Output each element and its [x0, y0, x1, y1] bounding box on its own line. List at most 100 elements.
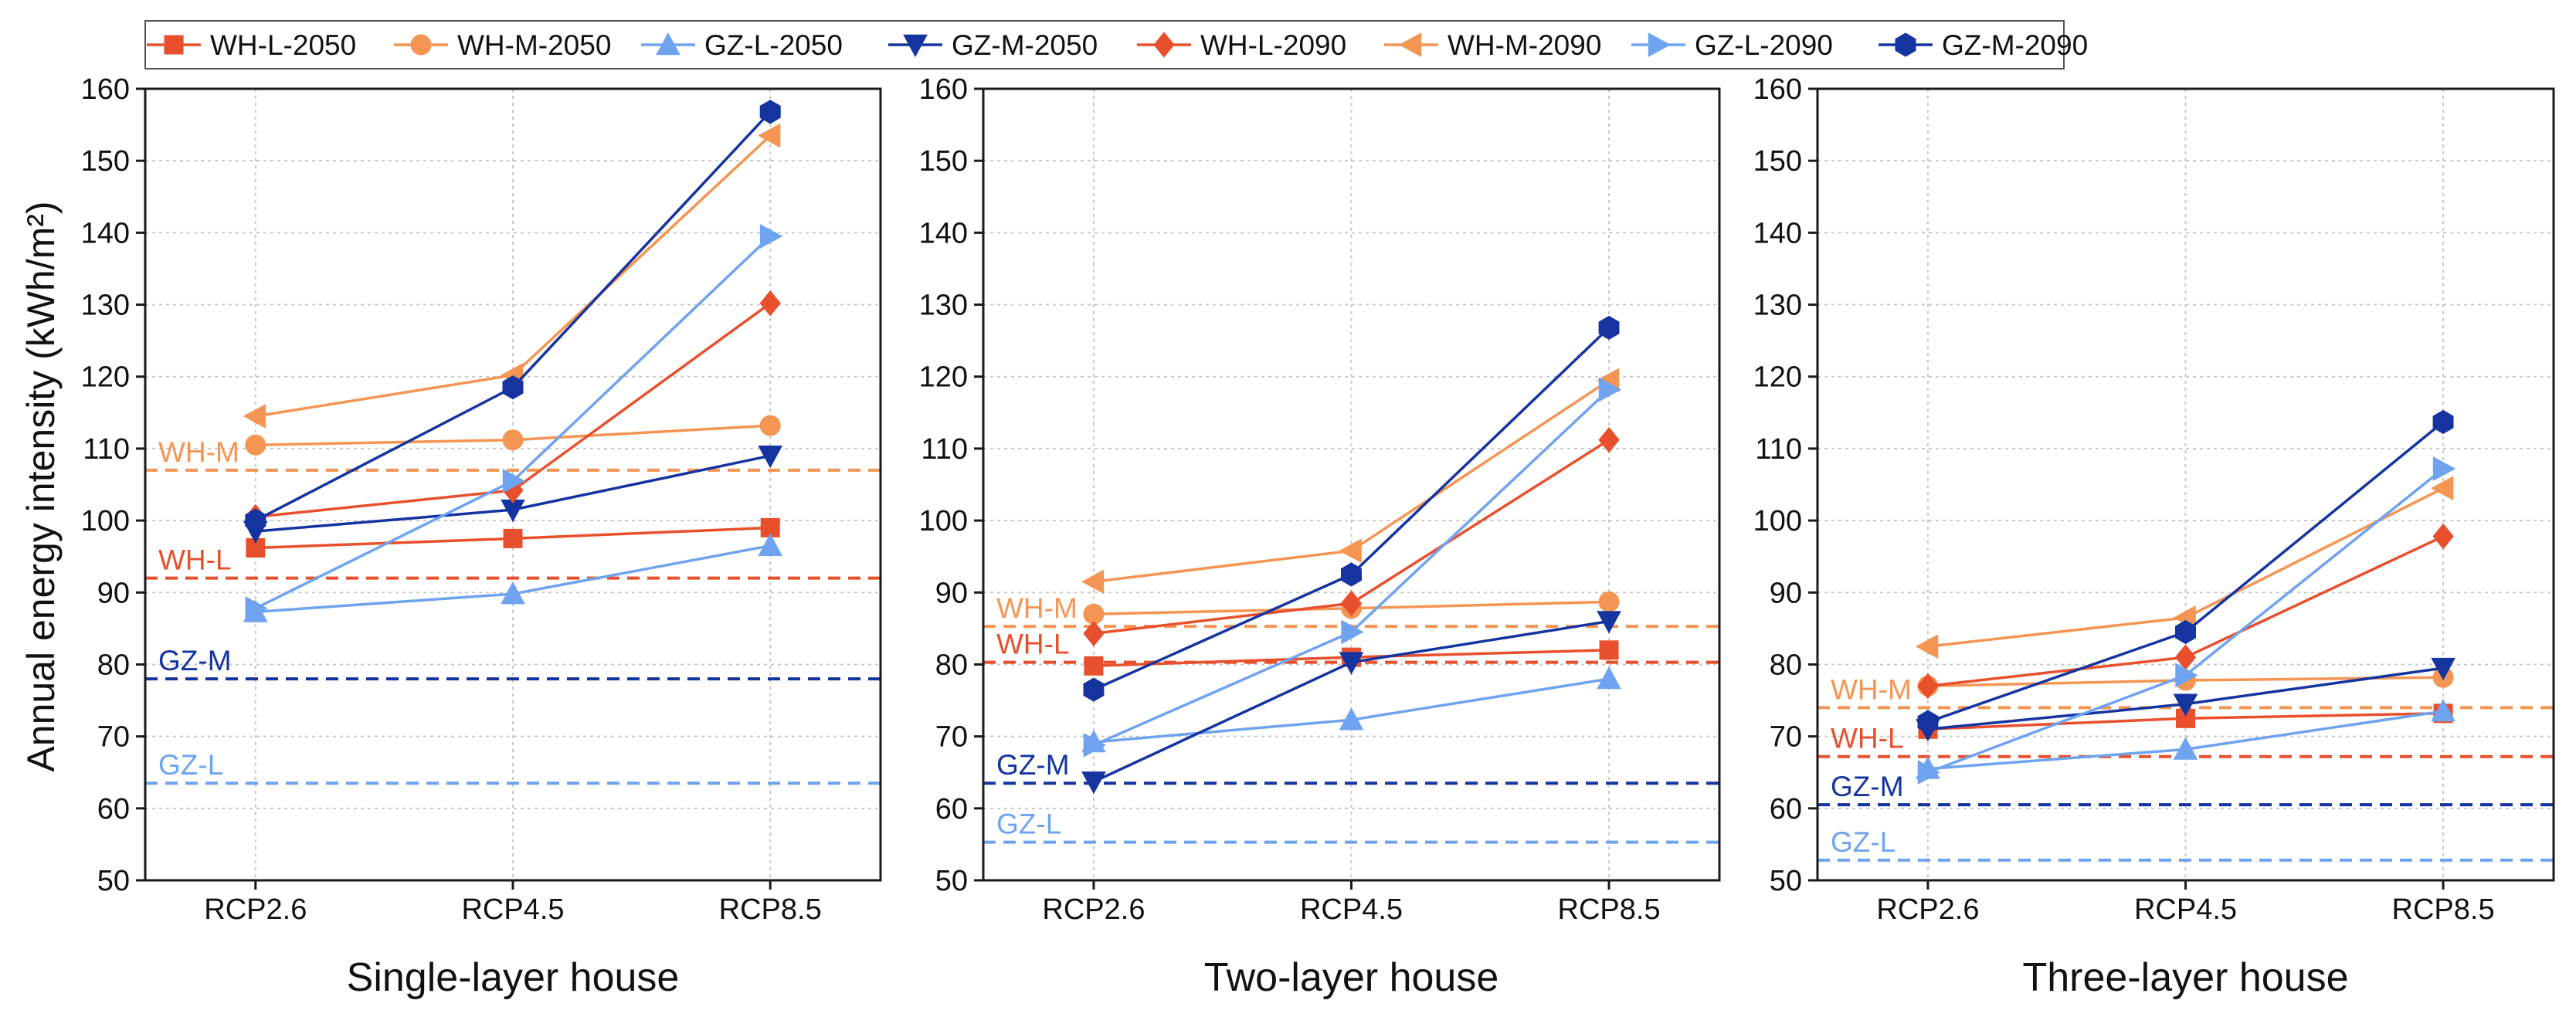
panel-2: WH-M WH-L GZ-M GZ-L 50 60 70 80 90 100 110 120 130 14…	[919, 73, 1721, 1000]
reference-label: GZ-M	[158, 645, 232, 676]
y-tick-label: 60	[1770, 793, 1802, 826]
panel-1: WH-M WH-L GZ-M GZ-L 50 60 70 80 90 100 110 120 130 14…	[81, 73, 882, 1000]
data-point	[1081, 569, 1105, 595]
legend-label: WH-M-2090	[1448, 29, 1601, 61]
data-point	[1917, 673, 1939, 700]
data-point	[1339, 538, 1362, 564]
data-point	[1083, 620, 1105, 647]
data-point	[1083, 732, 1107, 758]
x-tick-label: RCP8.5	[719, 893, 822, 926]
y-tick-label: 150	[1753, 145, 1802, 178]
data-point	[1917, 760, 1940, 785]
y-tick-label: 110	[1755, 433, 1802, 466]
data-point	[1598, 426, 1620, 453]
y-tick-label: 80	[935, 649, 968, 681]
data-point	[245, 508, 266, 533]
y-tick-label: 100	[919, 505, 968, 537]
x-tick-label: RCP4.5	[461, 893, 564, 926]
y-tick-label: 100	[81, 505, 130, 537]
data-point	[759, 100, 781, 124]
reference-label: GZ-M	[996, 749, 1070, 781]
data-point	[2432, 409, 2454, 434]
x-tick-label: RCP2.6	[1876, 893, 1979, 926]
data-point	[245, 434, 266, 456]
data-point	[503, 528, 523, 548]
data-point	[1915, 634, 1939, 659]
y-tick-label: 100	[1753, 505, 1802, 537]
y-axis-label: Annual energy intensity (kWh/m²)	[19, 201, 63, 771]
data-point	[759, 290, 781, 317]
data-point	[1597, 666, 1621, 690]
legend-marker	[1895, 32, 1916, 57]
legend-marker	[1398, 32, 1422, 57]
y-tick-label: 90	[97, 577, 130, 609]
data-point	[1339, 707, 1364, 731]
data-point	[1340, 590, 1363, 617]
legend-item: GZ-M-2050	[888, 29, 1098, 61]
reference-label: GZ-L	[1831, 826, 1896, 858]
x-tick-label: RCP8.5	[2392, 893, 2495, 926]
y-tick-label: 130	[81, 290, 130, 322]
y-tick-label: 60	[935, 793, 968, 826]
legend-item: GZ-L-2050	[641, 29, 843, 61]
data-point	[243, 404, 266, 429]
legend-marker	[656, 32, 680, 56]
legend-marker	[1648, 32, 1672, 57]
reference-label: WH-M	[996, 592, 1078, 624]
y-tick-label: 150	[919, 145, 968, 178]
panel-xlabel: Two-layer house	[1204, 955, 1499, 1000]
legend-marker	[164, 35, 184, 55]
y-tick-label: 60	[97, 793, 130, 826]
data-point	[1597, 611, 1621, 634]
y-tick-label: 130	[1753, 290, 1802, 322]
y-tick-label: 130	[919, 290, 968, 322]
legend-label: GZ-L-2050	[704, 29, 843, 61]
legend-label: WH-M-2050	[457, 29, 611, 61]
panel-xlabel: Three-layer house	[2023, 955, 2349, 1000]
reference-label: GZ-M	[1831, 771, 1904, 802]
y-tick-label: 140	[1753, 217, 1802, 249]
legend-item: WH-L-2090	[1137, 29, 1346, 61]
y-tick-label: 120	[919, 361, 968, 394]
y-tick-label: 80	[1770, 649, 1802, 681]
y-tick-label: 50	[1770, 865, 1802, 897]
y-tick-label: 70	[1770, 721, 1802, 754]
data-point	[502, 429, 524, 451]
x-tick-label: RCP4.5	[1300, 893, 1403, 926]
data-point	[502, 468, 526, 493]
legend-label: GZ-M-2090	[1942, 29, 2088, 61]
y-tick-label: 120	[1753, 361, 1802, 394]
legend-marker	[410, 34, 432, 56]
data-point	[759, 224, 783, 249]
reference-label: GZ-L	[996, 809, 1061, 840]
data-point	[759, 415, 781, 436]
data-point	[2431, 698, 2456, 722]
legend-marker	[1153, 32, 1175, 58]
reference-label: WH-L	[996, 629, 1070, 660]
x-tick-label: RCP8.5	[1558, 893, 1661, 926]
data-point	[2431, 657, 2456, 681]
data-point	[1341, 562, 1362, 587]
legend-item: WH-M-2090	[1384, 29, 1601, 61]
legend-label: GZ-L-2090	[1695, 29, 1833, 61]
y-tick-label: 70	[935, 721, 968, 754]
data-point	[2432, 456, 2456, 481]
data-point	[2173, 737, 2198, 760]
y-tick-label: 90	[935, 577, 968, 609]
y-tick-label: 50	[97, 865, 130, 897]
reference-label: GZ-L	[158, 749, 223, 781]
y-tick-label: 160	[919, 73, 968, 106]
y-tick-label: 160	[81, 73, 130, 106]
y-tick-label: 90	[1770, 577, 1802, 609]
data-point	[1341, 619, 1364, 645]
legend-item: WH-L-2050	[147, 29, 356, 61]
panel-xlabel: Single-layer house	[347, 955, 680, 1000]
data-point	[2432, 523, 2454, 550]
x-tick-label: RCP4.5	[2134, 893, 2237, 926]
data-point	[2431, 476, 2454, 501]
data-point	[1917, 710, 1939, 734]
data-point	[502, 375, 524, 400]
data-point	[501, 581, 525, 605]
data-point	[1598, 315, 1620, 340]
